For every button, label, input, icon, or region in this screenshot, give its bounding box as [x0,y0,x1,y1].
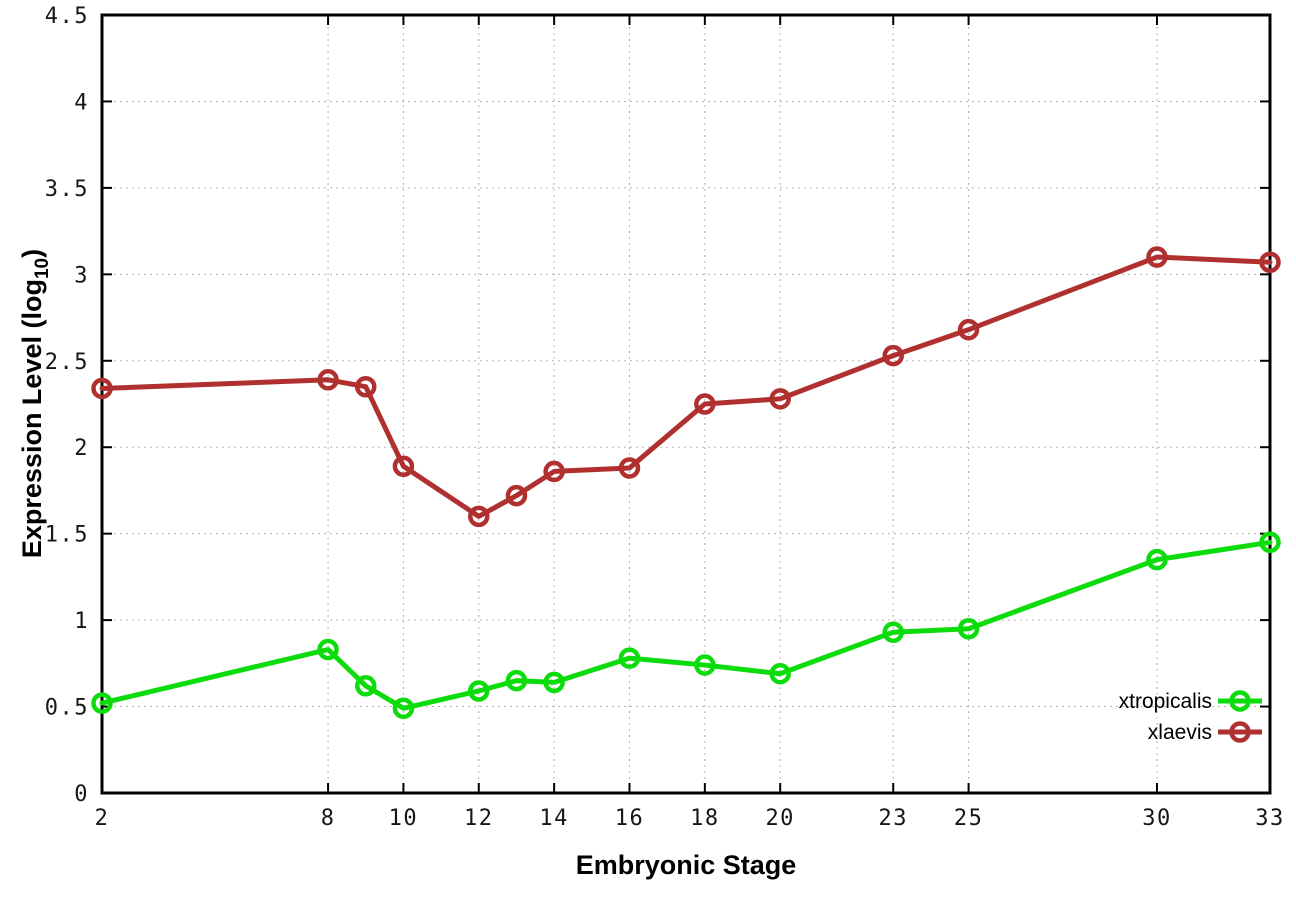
x-tick-label: 8 [321,806,336,831]
x-tick-labels: 2 8 10 12 14 16 18 20 23 25 30 33 [95,806,1285,831]
x-tick-label: 14 [539,806,569,831]
series-xtropicalis [91,531,1281,720]
y-tick-label: 3.5 [45,177,89,202]
data-point-xtropicalis [354,675,377,697]
data-point-xlaevis [505,484,528,507]
y-axis-title-close: ) [17,248,47,258]
legend-label: xlaevis [1148,721,1212,744]
x-tick-label: 33 [1255,806,1285,831]
data-point-xlaevis [694,393,716,415]
legend: xtropicalis xlaevis [1119,690,1262,744]
y-axis-title-text: Expression Level (log [17,279,47,559]
x-tick-label: 10 [389,806,419,831]
series-line-xlaevis [99,254,1273,519]
data-point-xlaevis [91,377,113,400]
x-tick-label: 20 [765,806,795,831]
x-tick-label: 23 [878,806,908,831]
x-tick-label: 2 [95,806,110,831]
grid [102,15,1270,793]
y-axis-title: Expression Level (log10) [0,0,64,807]
legend-label: xtropicalis [1119,690,1212,713]
legend-sample-marker [1229,690,1251,712]
data-point-xlaevis [1259,251,1281,273]
legend-sample-marker [1229,721,1251,743]
y-axis-title-subscript: 10 [32,257,53,280]
legend-entry-xlaevis: xlaevis [1148,721,1262,744]
data-point-xtropicalis [91,692,113,714]
data-point-xtropicalis [392,697,415,720]
data-point-xlaevis [354,375,377,398]
data-point-xtropicalis [543,671,565,694]
data-point-xlaevis [1146,246,1168,268]
data-point-xlaevis [317,369,339,391]
x-tick-label: 30 [1142,806,1172,831]
data-point-xtropicalis [1146,548,1168,571]
plot-border [100,13,1272,795]
y-tick-label: 1.5 [45,523,89,548]
data-point-xtropicalis [882,621,904,643]
data-point-xtropicalis [317,638,339,661]
data-point-xtropicalis [957,618,980,640]
x-tick-label: 16 [615,806,645,831]
x-tick-label: 25 [954,806,984,831]
data-point-xlaevis [468,505,490,528]
y-tick-labels: 0 0.5 1 1.5 2 2.5 3 3.5 4 4.5 [45,4,89,807]
data-point-xtropicalis [694,654,716,676]
y-tick-label: 4.5 [45,4,89,29]
tick-marks [101,14,1271,794]
y-tick-label: 2 [74,436,89,461]
data-point-xtropicalis [505,669,528,692]
data-point-xlaevis [769,388,791,410]
x-axis-title: Embryonic Stage [575,850,797,880]
data-point-xlaevis [543,460,565,483]
data-point-xlaevis [618,457,641,479]
data-point-xtropicalis [1259,531,1281,554]
y-tick-label: 2.5 [45,350,89,375]
y-tick-label: 4 [74,90,89,115]
x-tick-label: 12 [464,806,494,831]
data-point-xlaevis [957,318,980,341]
x-tick-label: 18 [690,806,720,831]
data-point-xtropicalis [618,647,641,669]
y-tick-label: 0.5 [45,696,89,721]
series-xlaevis [91,246,1281,528]
data-point-xtropicalis [769,662,791,685]
data-point-xlaevis [392,455,415,477]
y-tick-label: 1 [74,609,89,634]
data-point-xtropicalis [468,680,490,702]
y-tick-label: 0 [74,782,89,807]
data-point-xlaevis [882,344,904,367]
legend-entry-xtropicalis: xtropicalis [1119,690,1262,713]
series-line-xtropicalis [99,539,1273,711]
y-tick-label: 3 [74,263,89,288]
